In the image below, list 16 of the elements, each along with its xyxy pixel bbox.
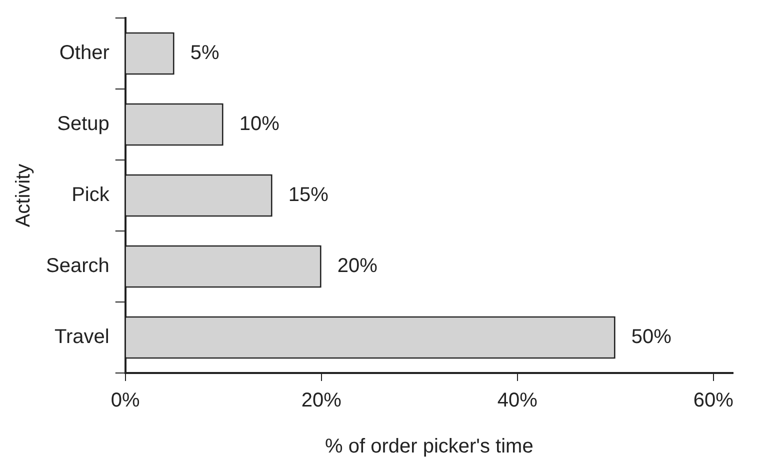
x-tick-label: 0% (110, 390, 140, 412)
data-label: 50% (631, 326, 672, 348)
y-axis-title: Activity (12, 164, 35, 228)
y-tick-label: Setup (57, 113, 110, 136)
y-tick-label: Other (59, 42, 110, 64)
y-tick-label: Travel (54, 326, 110, 348)
data-label: 5% (190, 42, 220, 64)
x-tick-label: 20% (301, 390, 342, 412)
data-label: 10% (239, 113, 280, 136)
data-label: 15% (288, 184, 329, 206)
x-axis-title: % of order picker's time (325, 436, 534, 458)
x-tick-label: 40% (497, 390, 538, 412)
y-tick-label: Search (46, 255, 110, 278)
x-tick-label: 60% (693, 390, 734, 412)
data-label: 20% (337, 255, 378, 278)
y-tick-label: Pick (72, 184, 110, 206)
